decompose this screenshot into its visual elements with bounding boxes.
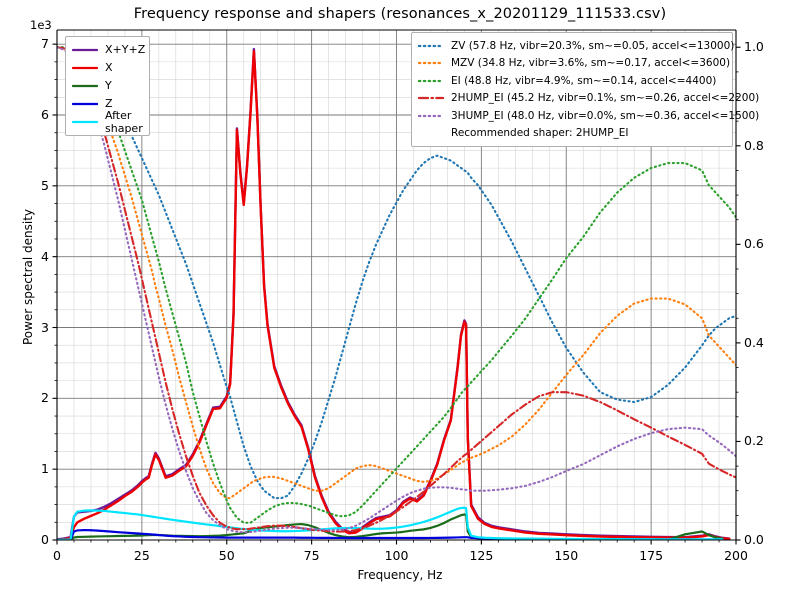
legend-trace-item: X+Y+Z [72, 41, 146, 59]
legend-trace-label: After shaper [105, 109, 143, 135]
recommended-shaper-row: Recommended shaper: 2HUMP_EI [418, 125, 726, 143]
legend-trace-label: X+Y+Z [105, 43, 146, 56]
x-tick-200: 200 [724, 548, 748, 563]
legend-trace-label: Y [105, 79, 112, 92]
legend-shaper-item: 3HUMP_EI (48.0 Hz, vibr=0.0%, sm~=0.36, … [418, 107, 759, 125]
y-left-tick-5: 5 [41, 177, 49, 193]
series-layer [57, 46, 736, 540]
y-left-tick-3: 3 [41, 319, 49, 335]
series-1 [57, 50, 731, 540]
x-tick-100: 100 [384, 548, 409, 563]
x-tick-0: 0 [53, 548, 61, 563]
line-sample-icon [72, 116, 98, 128]
y-axis-offset-label: 1e3 [30, 18, 52, 32]
x-tick-125: 125 [469, 548, 494, 563]
legend-traces: X+Y+Z X Y Z After shaper [65, 36, 150, 136]
legend-trace-label: Z [105, 97, 113, 110]
axis-ticks [52, 43, 741, 545]
recommended-shaper-label: Recommended shaper: 2HUMP_EI [451, 127, 629, 140]
legend-shaper-item: 2HUMP_EI (45.2 Hz, vibr=0.1%, sm~=0.26, … [418, 90, 759, 108]
legend-shaper-label: MZV (34.8 Hz, vibr=3.6%, sm~=0.17, accel… [451, 57, 731, 70]
legend-shaper-item: EI (48.8 Hz, vibr=4.9%, sm~=0.14, accel<… [418, 72, 726, 90]
y-left-tick-7: 7 [41, 36, 49, 52]
line-sample-icon [418, 92, 444, 104]
y-left-tick-2: 2 [41, 390, 49, 406]
legend-trace-label: X [105, 61, 113, 74]
x-tick-50: 50 [218, 548, 235, 563]
line-sample-icon [72, 98, 98, 110]
x-tick-175: 175 [639, 548, 664, 563]
y-left-tick-4: 4 [41, 248, 49, 264]
y-right-tick-0.2: 0.2 [744, 433, 764, 449]
legend-shaper-item: MZV (34.8 Hz, vibr=3.6%, sm~=0.17, accel… [418, 55, 730, 73]
legend-shaper-label: ZV (57.8 Hz, vibr=20.3%, sm~=0.05, accel… [451, 39, 735, 52]
y-left-tick-6: 6 [41, 107, 49, 122]
legend-shaper-label: 3HUMP_EI (48.0 Hz, vibr=0.0%, sm~=0.36, … [451, 109, 760, 122]
legend-trace-item: Y [72, 77, 143, 95]
y-right-tick-0.0: 0.0 [744, 532, 764, 547]
series-7 [57, 46, 736, 524]
series-5 [57, 46, 736, 500]
y-left-tick-1: 1 [41, 461, 49, 477]
x-axis-label: Frequency, Hz [357, 568, 443, 582]
line-sample-icon [72, 80, 98, 92]
x-tick-75: 75 [303, 548, 320, 563]
series-6 [57, 46, 736, 500]
line-sample-icon [418, 110, 444, 122]
line-sample-icon [418, 75, 444, 87]
series-4 [57, 506, 724, 540]
legend-trace-item: After shaper [72, 109, 143, 135]
line-sample-icon [418, 40, 444, 52]
chart-title: Frequency response and shapers (resonanc… [133, 6, 667, 22]
legend-shaper-label: 2HUMP_EI (45.2 Hz, vibr=0.1%, sm~=0.26, … [451, 92, 760, 105]
y-right-tick-0.6: 0.6 [744, 236, 764, 252]
y-right-tick-0.4: 0.4 [744, 334, 764, 350]
line-sample-icon [418, 57, 444, 69]
legend-trace-item: Z [72, 95, 143, 113]
x-tick-25: 25 [133, 548, 150, 563]
legend-shaper-item: ZV (57.8 Hz, vibr=20.3%, sm~=0.05, accel… [418, 37, 734, 55]
y-right-tick-0.8: 0.8 [744, 137, 764, 153]
line-sample-icon [72, 62, 98, 74]
legend-trace-item: X [72, 59, 143, 77]
line-sample-icon [72, 44, 98, 56]
legend-shaper-label: EI (48.8 Hz, vibr=4.9%, sm~=0.14, accel<… [451, 74, 717, 87]
series-9 [57, 46, 736, 534]
y-right-tick-1.0: 1.0 [744, 39, 764, 55]
legend-shapers: ZV (57.8 Hz, vibr=20.3%, sm~=0.05, accel… [411, 32, 759, 147]
y-left-tick-0: 0 [41, 532, 49, 547]
x-tick-150: 150 [554, 548, 579, 563]
